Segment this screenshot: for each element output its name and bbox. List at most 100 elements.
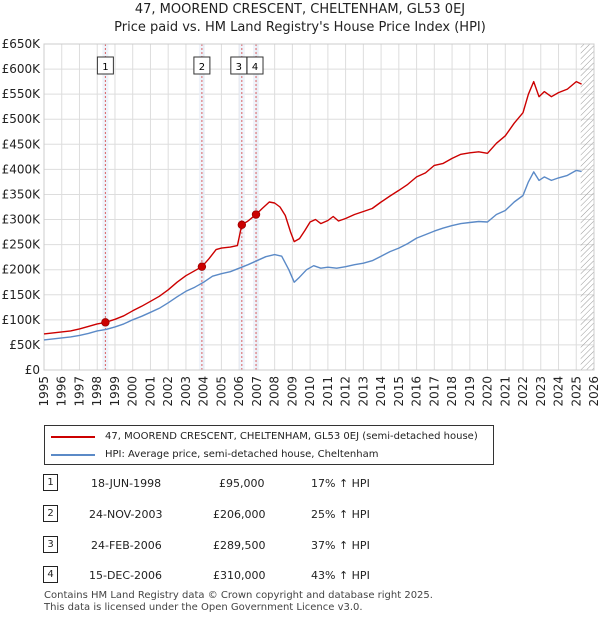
transaction-number: 2: [43, 505, 58, 522]
x-tick-label: 2010: [303, 376, 317, 407]
sale-label-text: 3: [236, 62, 242, 73]
transaction-price: £289,500: [213, 539, 266, 552]
y-tick-label: £600K: [2, 62, 42, 76]
future-hatch-region: [580, 44, 594, 370]
transaction-date: 18-JUN-1998: [91, 477, 162, 490]
x-tick-label: 2019: [463, 376, 477, 407]
sale-point: [251, 210, 261, 219]
footer-licence: This data is licensed under the Open Gov…: [44, 602, 363, 613]
x-tick-label: 2005: [214, 376, 228, 407]
x-tick-label: 2009: [285, 376, 299, 407]
legend-swatch-property: [51, 435, 95, 438]
x-tick-label: 2000: [126, 376, 140, 407]
transaction-number: 1: [43, 474, 58, 491]
x-tick-label: 2014: [374, 376, 388, 407]
legend-label-hpi: HPI: Average price, semi-detached house,…: [105, 449, 379, 460]
sale-label-box: [246, 56, 264, 75]
sale-label-text: 2: [199, 62, 205, 73]
transaction-date: 24-NOV-2003: [89, 508, 163, 521]
series-line-property: [43, 80, 582, 335]
x-tick-label: 2017: [427, 376, 441, 407]
transaction-hpi-change: 17% ↑ HPI: [311, 477, 370, 490]
transaction-hpi-change: 25% ↑ HPI: [311, 508, 370, 521]
price-chart: 47, MOOREND CRESCENT, CHELTENHAM, GL53 0…: [2, 2, 600, 407]
sale-label-text: 1: [102, 62, 108, 73]
transaction-price: £95,000: [219, 477, 265, 490]
x-tick-label: 2002: [161, 376, 175, 407]
x-tick-label: 2012: [339, 376, 353, 407]
y-tick-label: £200K: [2, 263, 42, 277]
x-tick-label: 2001: [143, 376, 157, 407]
y-tick-label: £100K: [2, 313, 42, 327]
x-tick-label: 1999: [108, 376, 122, 407]
chart-title: 47, MOOREND CRESCENT, CHELTENHAM, GL53 0…: [135, 2, 465, 17]
footer-copyright: Contains HM Land Registry data © Crown c…: [44, 590, 433, 601]
x-tick-label: 1997: [72, 376, 86, 407]
sale-point: [237, 220, 247, 230]
x-tick-label: 1995: [37, 376, 51, 407]
sale-band: [198, 44, 205, 370]
transaction-price: £206,000: [213, 508, 266, 521]
plot-background: [44, 44, 594, 370]
x-tick-label: 2026: [587, 376, 600, 407]
x-tick-label: 2025: [569, 376, 583, 407]
sale-point: [101, 318, 110, 327]
legend-swatch-hpi: [51, 453, 95, 456]
transaction-number: 4: [43, 566, 58, 583]
legend-label-property: 47, MOOREND CRESCENT, CHELTENHAM, GL53 0…: [105, 431, 478, 442]
y-tick-label: £350K: [2, 187, 42, 201]
x-tick-label: 2003: [179, 376, 193, 407]
y-tick-label: £50K: [9, 338, 41, 352]
y-tick-label: £400K: [2, 162, 42, 176]
x-tick-label: 2023: [534, 376, 548, 407]
transaction-hpi-change: 37% ↑ HPI: [311, 539, 370, 552]
y-tick-label: £150K: [2, 288, 42, 302]
legend: 47, MOOREND CRESCENT, CHELTENHAM, GL53 0…: [44, 425, 494, 465]
y-tick-label: £450K: [2, 137, 42, 151]
plot-border: [43, 43, 595, 371]
transaction-number: 3: [43, 536, 58, 553]
x-tick-label: 2024: [552, 376, 566, 407]
sale-band: [253, 44, 260, 370]
y-tick-label: £550K: [2, 87, 42, 101]
y-tick-label: £650K: [2, 37, 42, 51]
footer: Contains HM Land Registry data © Crown c…: [44, 590, 433, 614]
y-tick-label: £300K: [2, 213, 42, 227]
sale-band: [238, 44, 245, 370]
x-tick-label: 2018: [445, 376, 459, 407]
plot-area: £0 £50K £100K £150K £200K £250K £300K £350K £400…: [2, 37, 600, 407]
x-tick-label: 2008: [268, 376, 282, 407]
x-tick-label: 2011: [321, 376, 335, 407]
y-tick-label: £0: [25, 363, 40, 377]
y-tick-label: £250K: [2, 238, 42, 252]
x-tick-label: 2016: [410, 376, 424, 407]
x-tick-label: 2006: [232, 376, 246, 407]
transaction-price: £310,000: [213, 569, 266, 582]
sale-label-box: [193, 56, 211, 75]
x-tick-label: 2007: [250, 376, 264, 407]
transaction-date: 15-DEC-2006: [89, 569, 163, 582]
x-tick-label: 2004: [197, 376, 211, 407]
sale-number-label: 2: [193, 56, 211, 75]
x-tick-label: 2020: [481, 376, 495, 407]
x-tick-label: 2015: [392, 376, 406, 407]
y-tick-label: £500K: [2, 112, 42, 126]
sale-number-label: 4: [246, 56, 264, 75]
x-tick-label: 2013: [356, 376, 370, 407]
sale-label-box: [96, 56, 114, 75]
x-tick-label: 2022: [516, 376, 530, 407]
x-tick-label: 2021: [498, 376, 512, 407]
sale-band: [102, 44, 109, 370]
sale-point: [197, 262, 207, 271]
transaction-hpi-change: 43% ↑ HPI: [311, 569, 370, 582]
sale-label-text: 4: [252, 62, 258, 73]
sale-number-label: 1: [96, 56, 114, 75]
sale-number-label: 3: [230, 56, 248, 75]
legend-item-hpi: HPI: Average price, semi-detached house,…: [51, 449, 378, 460]
transaction-date: 24-FEB-2006: [91, 539, 162, 552]
chart-subtitle: Price paid vs. HM Land Registry's House …: [114, 20, 486, 35]
legend-item-property: 47, MOOREND CRESCENT, CHELTENHAM, GL53 0…: [51, 431, 478, 442]
x-tick-label: 1996: [55, 376, 69, 407]
x-tick-label: 1998: [90, 376, 104, 407]
series-line-hpi: [43, 169, 582, 341]
